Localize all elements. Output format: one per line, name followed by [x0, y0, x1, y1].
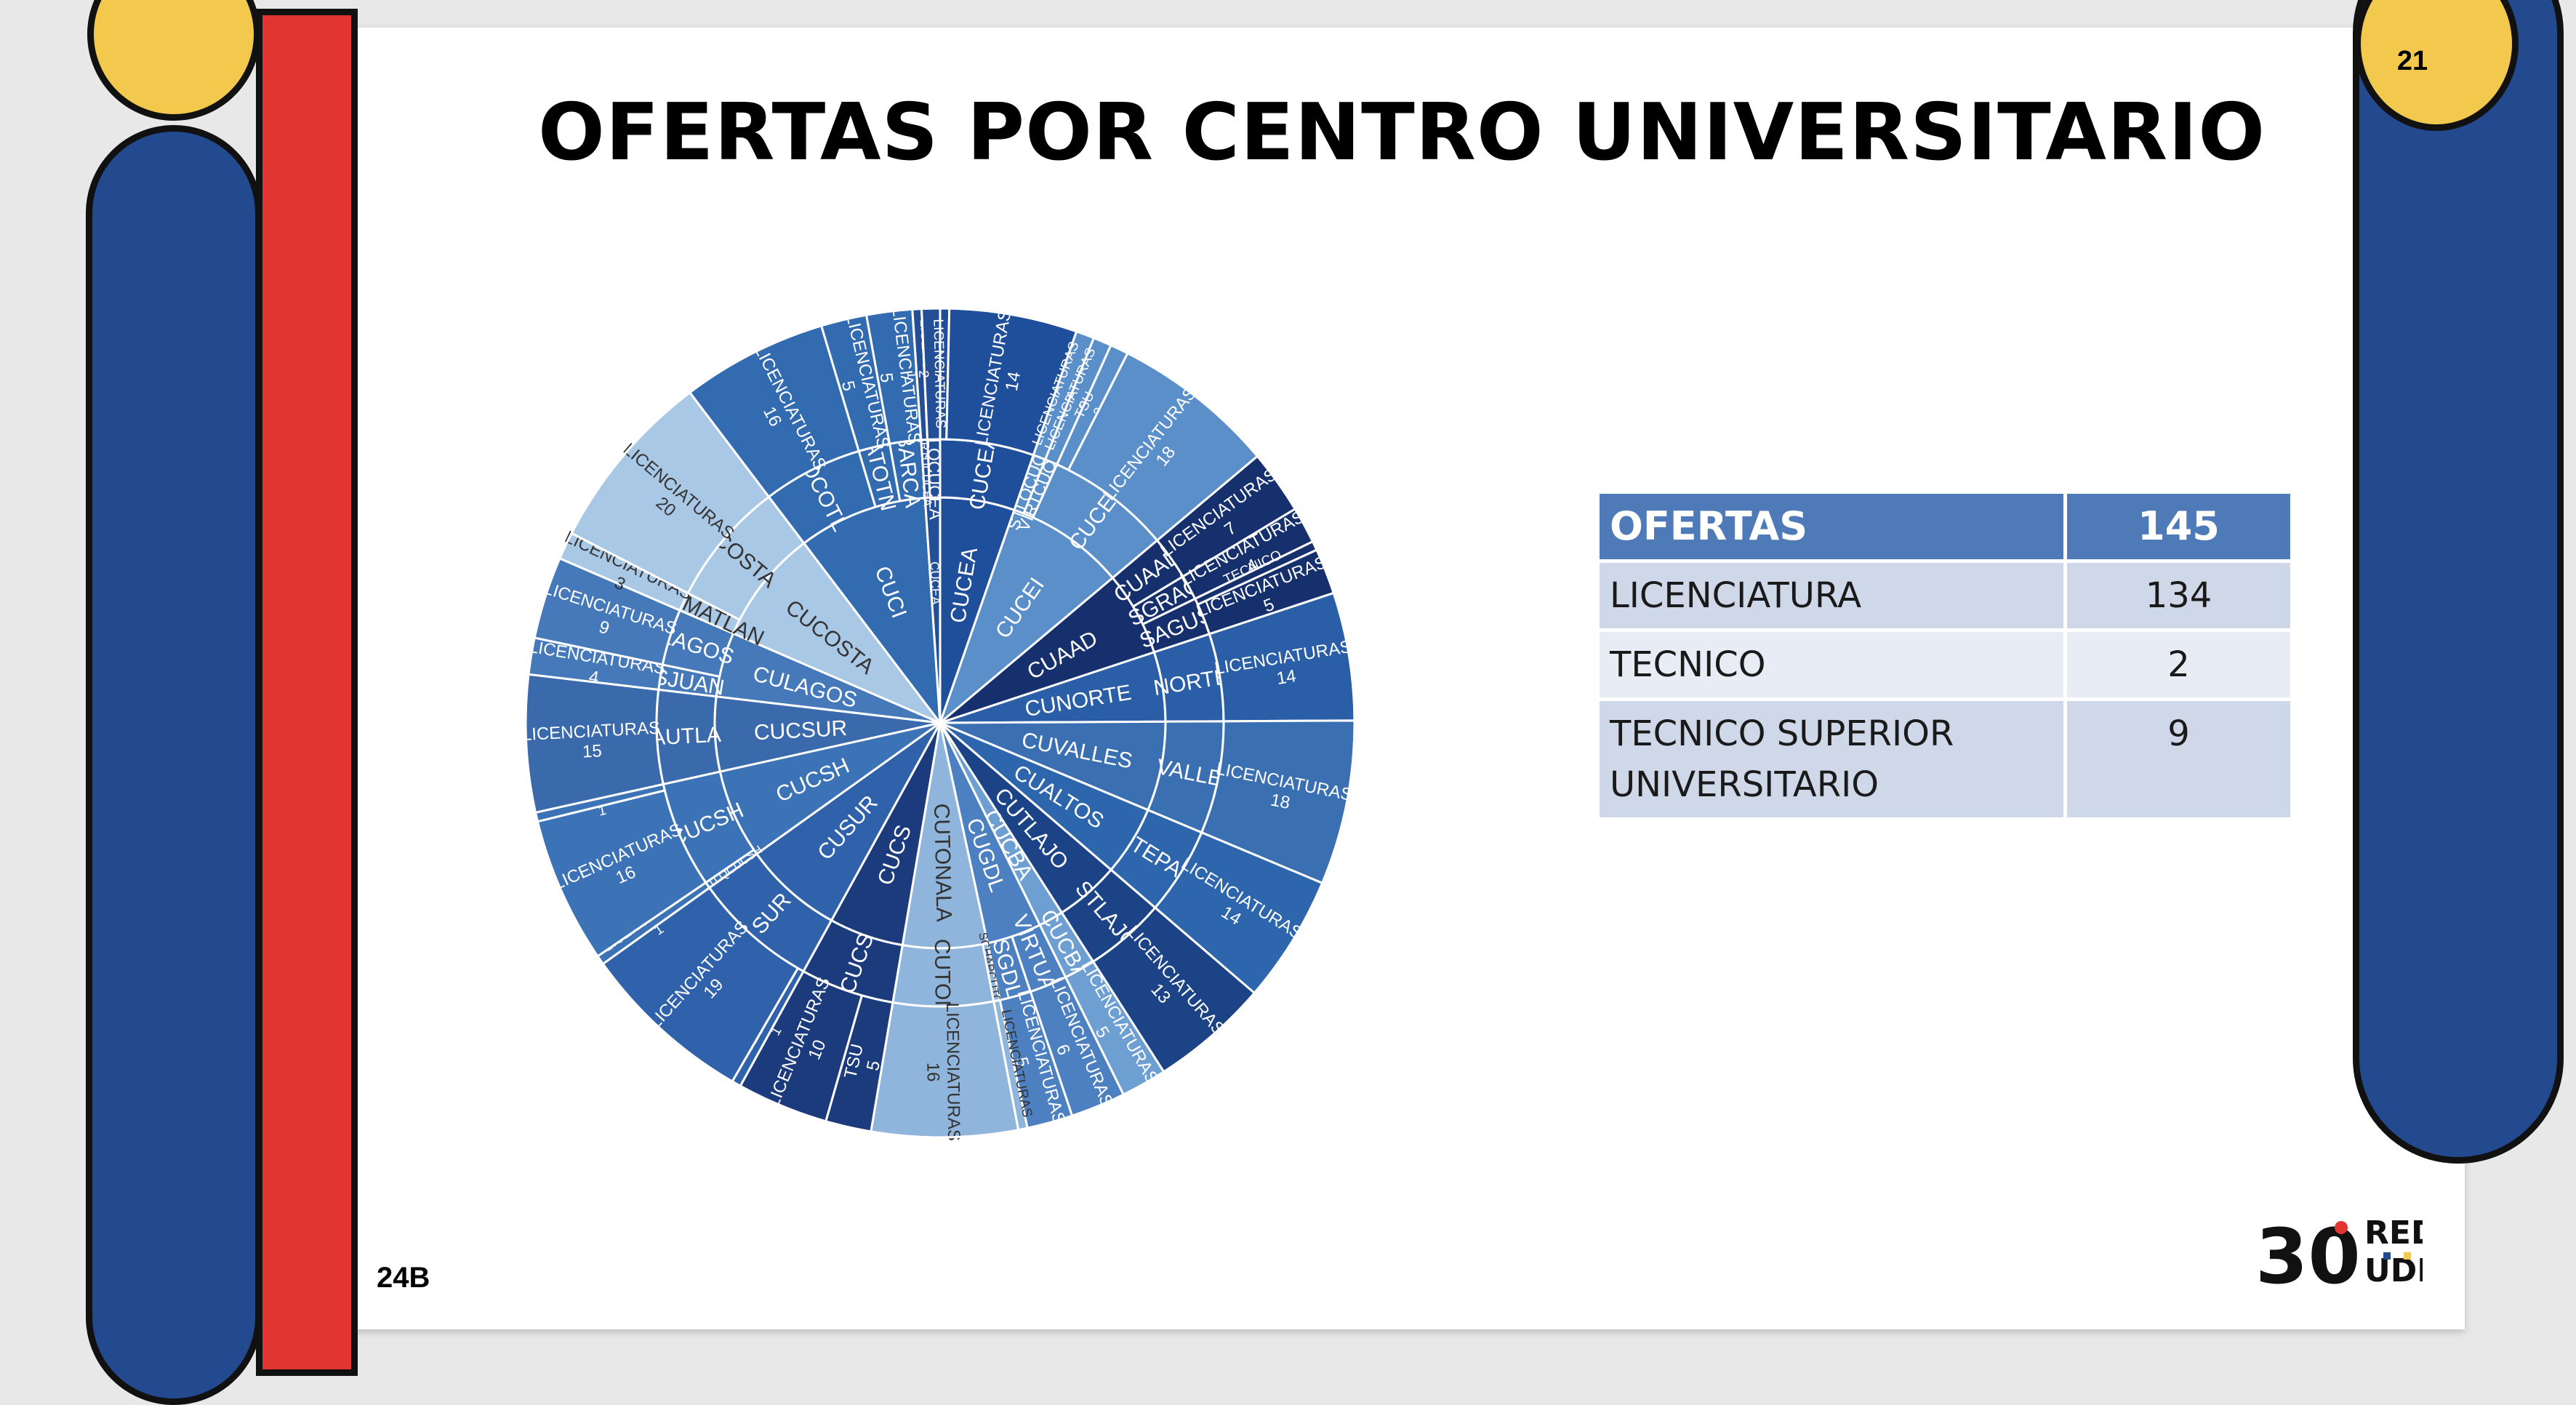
svg-text:UDEG: UDEG [2364, 1252, 2423, 1289]
page-title: OFERTAS POR CENTRO UNIVERSITARIO [538, 87, 2266, 178]
table-cell-label: TECNICO SUPERIOR UNIVERSITARIO [1596, 697, 2067, 821]
yellow-circle-right [2354, 0, 2519, 131]
offers-table: OFERTAS 145 LICENCIATURA 134 TECNICO 2 T… [1596, 490, 2294, 821]
table-cell-label: TECNICO [1596, 628, 2067, 701]
oferta-label: LICENCIATURAS2 [915, 319, 948, 429]
blue-pill-left [86, 125, 262, 1405]
table-cell-value: 9 [2063, 697, 2294, 821]
sede-label: CUTON [930, 939, 955, 1016]
sede-label: AUTLA [650, 723, 721, 750]
table-row: TECNICO SUPERIOR UNIVERSITARIO 9 [1596, 697, 2294, 821]
centro-label: CUTONALA [929, 803, 956, 922]
table-row: TECNICO 2 [1596, 628, 2294, 701]
table-row: LICENCIATURA 134 [1596, 559, 2294, 632]
red-bar [256, 9, 358, 1376]
centro-label: CUCSUR [753, 716, 848, 745]
table-cell-value: 134 [2063, 559, 2294, 632]
table-cell-label: LICENCIATURA [1596, 559, 2067, 632]
oferta-label: LICENCIATURAS16 [923, 1003, 964, 1142]
svg-text:RED: RED [2364, 1214, 2423, 1252]
page-number: 21 [2396, 46, 2428, 76]
sunburst-outline [524, 307, 1356, 1139]
blue-pill-right [2353, 0, 2564, 1164]
table-header-row: OFERTAS 145 [1596, 490, 2294, 563]
oferta-label: LICENCIATURAS15 [521, 718, 662, 765]
table-header-value: 145 [2063, 490, 2294, 563]
red-udeg-logo: 30 RED UDEG [2255, 1212, 2423, 1296]
footer-code: 24B [377, 1262, 430, 1294]
table-header-label: OFERTAS [1596, 490, 2067, 563]
centro-label: CUCEA [928, 561, 943, 606]
sunburst-chart: CUCEACUCEATSU1LICENCIATURAS14CUCEISTLQCU… [521, 307, 1356, 1142]
table-cell-value: 2 [2063, 628, 2294, 701]
